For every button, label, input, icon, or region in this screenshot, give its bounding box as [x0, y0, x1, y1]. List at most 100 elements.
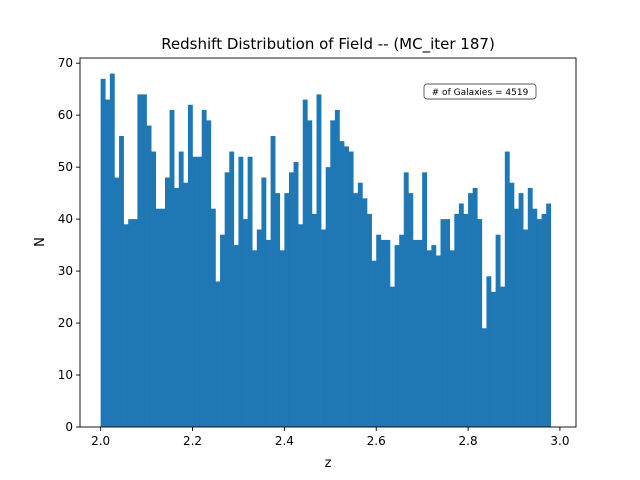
histogram-bar [431, 245, 437, 427]
histogram-bar [247, 156, 253, 427]
histogram-bar [532, 208, 538, 427]
histogram-bar [357, 182, 363, 427]
y-axis-ticks: 0 10 20 30 40 50 60 70 [58, 56, 80, 434]
histogram-bar [454, 213, 460, 427]
histogram-bar [261, 177, 267, 427]
galaxy-count-annotation: # of Galaxies = 4519 [432, 88, 529, 98]
y-tick-label: 10 [58, 368, 73, 382]
histogram-bar [353, 193, 359, 427]
x-tick-label: 2.2 [183, 434, 202, 448]
histogram-bar [123, 224, 129, 427]
histogram-bar [509, 182, 515, 427]
histogram-bar [344, 146, 349, 427]
histogram-bar [229, 151, 235, 428]
histogram-bar [210, 208, 216, 427]
histogram-bar [394, 245, 400, 427]
histogram-bar [146, 125, 152, 427]
chart-title: Redshift Distribution of Field -- (MC_it… [161, 35, 495, 54]
y-tick-label: 70 [58, 56, 73, 70]
histogram-bar [330, 120, 336, 428]
x-tick-label: 2.8 [459, 434, 478, 448]
histogram-bar [298, 224, 304, 427]
x-tick-label: 2.4 [275, 434, 294, 448]
histogram-bar [114, 177, 120, 427]
histogram-bar [109, 73, 115, 427]
y-tick-label: 40 [58, 212, 73, 226]
y-axis-label: N [33, 237, 48, 247]
histogram-bar [486, 276, 492, 427]
histogram-bar [491, 291, 496, 427]
histogram-bar [270, 135, 276, 427]
histogram-bar [160, 208, 166, 427]
y-tick-label: 50 [58, 160, 73, 174]
histogram-bar [169, 109, 175, 427]
histogram-bar [279, 250, 285, 427]
histogram-bar [403, 172, 409, 427]
histogram-bar [243, 219, 248, 427]
annotation-frame [423, 83, 537, 100]
histogram-bar [256, 229, 262, 427]
histogram-bar [367, 213, 372, 427]
x-tick-label: 2.0 [91, 434, 110, 448]
x-axis-label: z [325, 456, 332, 471]
y-tick-label: 30 [58, 264, 73, 278]
histogram-bar [215, 281, 221, 427]
histogram-bar [238, 156, 244, 427]
histogram-bar [293, 161, 299, 427]
histogram-bar [220, 234, 225, 427]
histogram-bar [518, 193, 524, 427]
histogram-bar [151, 151, 157, 428]
histogram-bar [435, 255, 441, 427]
histogram-bar [206, 120, 212, 428]
histogram-bar [201, 109, 207, 427]
histogram-bar [119, 135, 124, 427]
histogram-bar [307, 120, 313, 428]
histogram-bar [142, 94, 147, 427]
histogram-bar [380, 239, 386, 427]
x-tick-label: 3.0 [550, 434, 569, 448]
histogram-bar [468, 193, 473, 427]
histogram-bar [197, 156, 202, 427]
x-tick-label: 2.6 [367, 434, 386, 448]
histogram-bar [137, 94, 143, 427]
histogram-bar [178, 151, 184, 428]
histogram-bar [164, 177, 170, 427]
histogram-bar [252, 250, 258, 427]
histogram-bar [495, 234, 501, 427]
histogram-bar [233, 245, 239, 427]
histogram-bar [514, 208, 519, 427]
histogram-bar [463, 213, 469, 427]
histogram-bar [224, 172, 230, 427]
histogram-bar [412, 239, 418, 427]
x-axis-ticks: 2.0 2.2 2.4 2.6 2.8 3.0 [91, 427, 569, 448]
histogram-bar [321, 229, 326, 427]
histogram-bars [100, 73, 552, 428]
histogram-bar [302, 99, 308, 427]
plot-frame [79, 57, 577, 428]
histogram-bar [500, 286, 506, 427]
histogram-bar [266, 239, 271, 427]
histogram-bar [399, 234, 405, 427]
histogram-bar [174, 187, 180, 427]
histogram-bar [546, 203, 552, 427]
histogram-bar [536, 219, 542, 427]
histogram-bar [155, 208, 161, 427]
histogram-bar [192, 156, 198, 427]
histogram-bar [445, 219, 450, 427]
histogram-bar [426, 250, 432, 427]
histogram-bar [311, 213, 317, 427]
histogram-bar [275, 193, 281, 427]
y-tick-label: 60 [58, 108, 73, 122]
histogram-bar [334, 109, 340, 427]
histogram-bar [128, 219, 134, 427]
histogram-bar [100, 78, 106, 427]
histogram-bar [187, 104, 193, 428]
histogram-bar [541, 213, 547, 427]
histogram-bar [376, 234, 382, 427]
histogram-bar [288, 172, 294, 427]
histogram-bar [362, 198, 368, 427]
histogram-bar [504, 151, 510, 428]
histogram-bar [348, 151, 354, 428]
histogram-bar [316, 94, 322, 427]
histogram-bar [422, 172, 428, 427]
